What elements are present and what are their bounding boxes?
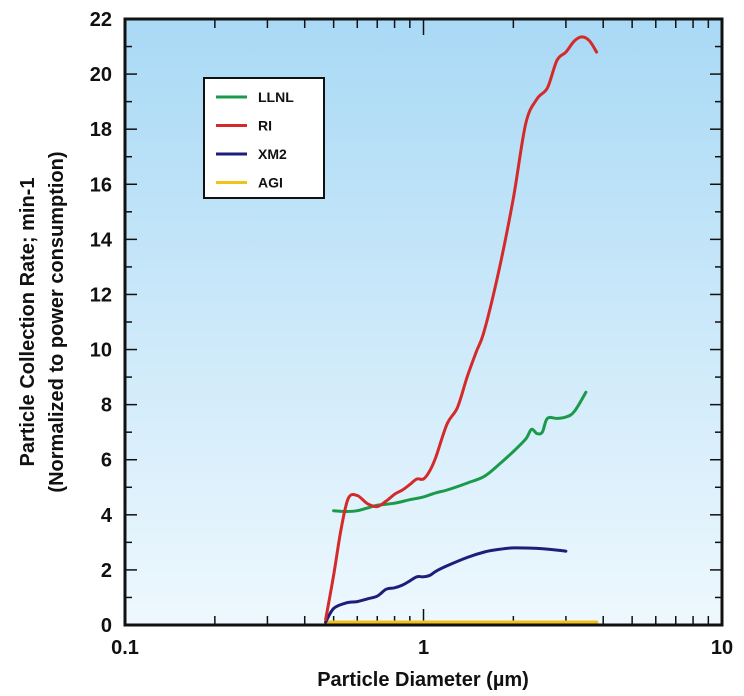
y-tick-label: 6 [101, 450, 112, 472]
y-tick-label: 16 [90, 174, 112, 196]
legend: LLNL RI XM2 AGI [203, 77, 325, 199]
x-tick-label: 0.1 [111, 637, 139, 659]
y-axis-title-line2: (Normalized to power consumption) [46, 151, 68, 492]
y-axis-title-line1: Particle Collection Rate; min-1 [17, 178, 39, 467]
legend-box [203, 77, 325, 199]
y-tick-label: 20 [90, 64, 112, 86]
y-tick-label: 0 [101, 615, 112, 637]
series-line-ri [324, 35, 599, 621]
y-tick-label: 4 [101, 505, 113, 527]
y-tick-label: 14 [90, 229, 113, 251]
legend-label-llnl: LLNL [258, 89, 294, 105]
y-tick-label: 2 [101, 560, 112, 582]
y-tick-labels: 0 2 4 6 8 10 12 14 16 18 20 22 [90, 9, 113, 637]
legend-label-ri: RI [258, 118, 272, 134]
legend-label-agi: AGI [258, 175, 283, 191]
x-axis-title: Particle Diameter (µm) [317, 669, 529, 691]
y-tick-label: 10 [90, 340, 112, 362]
x-tick-labels: 0.1 1 10 [111, 637, 733, 659]
x-tick-label: 1 [418, 637, 429, 659]
y-tick-label: 18 [90, 119, 112, 141]
plot-frame [123, 17, 724, 627]
legend-label-xm2: XM2 [258, 146, 287, 162]
y-tick-label: 8 [101, 395, 112, 417]
series-line-xm2 [324, 546, 568, 624]
y-tick-label: 22 [90, 9, 112, 31]
x-tick-label: 10 [711, 637, 733, 659]
series-lines [323, 35, 599, 624]
y-tick-label: 12 [90, 284, 112, 306]
